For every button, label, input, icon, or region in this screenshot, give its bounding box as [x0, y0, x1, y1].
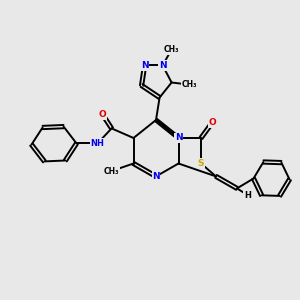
Text: O: O	[99, 110, 106, 119]
Text: NH: NH	[91, 139, 104, 148]
Text: N: N	[152, 172, 160, 181]
Text: CH₃: CH₃	[164, 45, 179, 54]
Text: S: S	[198, 159, 204, 168]
Text: N: N	[175, 134, 182, 142]
Text: CH₃: CH₃	[181, 80, 197, 89]
Text: O: O	[208, 118, 216, 127]
Text: N: N	[141, 61, 148, 70]
Text: H: H	[244, 190, 251, 200]
Text: N: N	[159, 61, 167, 70]
Text: CH₃: CH₃	[104, 167, 119, 176]
